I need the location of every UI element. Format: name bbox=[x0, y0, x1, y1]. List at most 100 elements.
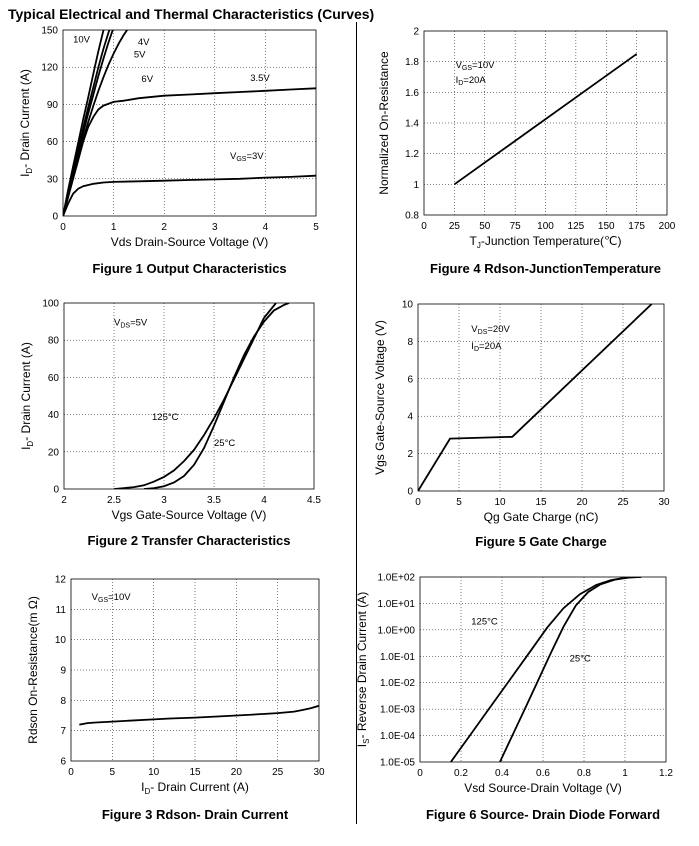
x-tick-label: 0 bbox=[417, 768, 423, 779]
x-tick-label: 3.5 bbox=[207, 495, 221, 506]
series-line-0 bbox=[418, 304, 653, 491]
y-tick-label: 1.0E-05 bbox=[380, 758, 415, 769]
y-axis-label: ID- Drain Current (A) bbox=[18, 69, 34, 177]
x-axis-label: Vgs Gate-Source Voltage (V) bbox=[112, 508, 267, 522]
x-tick-label: 1.2 bbox=[659, 768, 673, 779]
x-tick-label: 10 bbox=[494, 497, 506, 508]
x-tick-label: 30 bbox=[658, 497, 670, 508]
y-tick-label: 2 bbox=[407, 449, 413, 460]
y-tick-label: 10 bbox=[55, 635, 67, 646]
y-tick-label: 7 bbox=[60, 726, 66, 737]
y-axis-label: Normalized On-Resistance bbox=[377, 51, 391, 195]
x-tick-label: 1 bbox=[622, 768, 628, 779]
x-tick-label: 2 bbox=[161, 222, 167, 233]
y-tick-label: 0.8 bbox=[405, 211, 419, 222]
y-tick-label: 0 bbox=[53, 485, 59, 496]
chart-fig2: 2 2.5 3 3.5 4 4.5 0 20 40 60 80 100 Vgs Gate-Source … bbox=[19, 299, 321, 549]
x-tick-label: 5 bbox=[456, 497, 462, 508]
annotation-label: VGS=3V bbox=[230, 151, 264, 163]
x-tick-label: 50 bbox=[479, 221, 491, 232]
annotation-label: 4V bbox=[138, 37, 150, 48]
plot-frame bbox=[62, 29, 317, 217]
y-tick-label: 100 bbox=[42, 299, 59, 310]
y-tick-label: 8 bbox=[407, 337, 413, 348]
y-tick-label: 1.0E+02 bbox=[377, 573, 415, 584]
series-line-0 bbox=[79, 704, 319, 726]
x-tick-label: 3 bbox=[212, 222, 218, 233]
x-tick-label: 3 bbox=[161, 495, 167, 506]
y-tick-label: 1.0E-04 bbox=[380, 731, 415, 742]
annotation-label: 25°C bbox=[214, 438, 235, 449]
y-tick-label: 0 bbox=[407, 487, 413, 498]
annotation-label: 125°C bbox=[152, 412, 179, 423]
x-tick-label: 4.5 bbox=[307, 495, 321, 506]
y-tick-label: 1.0E-03 bbox=[380, 705, 415, 716]
x-tick-label: 0 bbox=[68, 767, 74, 778]
y-tick-label: 6 bbox=[60, 757, 66, 768]
y-tick-label: 2 bbox=[413, 27, 419, 38]
x-tick-label: 0.2 bbox=[454, 768, 468, 779]
chart-fig6: 0 0.2 0.4 0.6 0.8 1 1.2 1.0E-05 1.0E-04 1.0E-03 1.… bbox=[355, 573, 673, 823]
x-tick-label: 25 bbox=[449, 221, 461, 232]
y-tick-label: 1.0E+01 bbox=[377, 599, 415, 610]
column-divider bbox=[356, 22, 357, 824]
x-tick-label: 0 bbox=[60, 222, 66, 233]
y-tick-label: 80 bbox=[48, 336, 60, 347]
x-tick-label: 2 bbox=[61, 495, 67, 506]
figure-caption: Figure 2 Transfer Characteristics bbox=[87, 533, 290, 548]
x-tick-label: 25 bbox=[617, 497, 629, 508]
y-tick-label: 1.0E-02 bbox=[380, 678, 415, 689]
plot-frame bbox=[423, 30, 668, 216]
figure-caption: Figure 3 Rdson- Drain Current bbox=[102, 807, 289, 822]
y-tick-label: 120 bbox=[41, 63, 58, 74]
x-tick-label: 5 bbox=[110, 767, 116, 778]
x-tick-label: 0.4 bbox=[495, 768, 509, 779]
x-tick-label: 2.5 bbox=[107, 495, 121, 506]
annotation-label: VGS=10V bbox=[92, 592, 132, 604]
y-tick-label: 6 bbox=[407, 374, 413, 385]
plot-frame bbox=[419, 576, 667, 763]
x-axis-label: Vds Drain-Source Voltage (V) bbox=[111, 235, 268, 249]
x-tick-label: 20 bbox=[576, 497, 588, 508]
chart-fig5: 0 5 10 15 20 25 30 0 2 4 6 8 10 Qg Gate Charge (nC) Vg… bbox=[373, 300, 670, 550]
annotation-label: VGS=10V bbox=[456, 60, 496, 72]
page-title: Typical Electrical and Thermal Character… bbox=[8, 6, 375, 22]
x-tick-label: 0 bbox=[415, 497, 421, 508]
y-tick-label: 30 bbox=[47, 174, 59, 185]
annotation-label: ID=20A bbox=[471, 341, 502, 353]
y-axis-label: ID- Drain Current (A) bbox=[19, 342, 35, 450]
plot-frame bbox=[70, 578, 320, 762]
y-tick-label: 20 bbox=[48, 447, 60, 458]
y-tick-label: 4 bbox=[407, 412, 413, 423]
y-tick-label: 1.6 bbox=[405, 88, 419, 99]
y-tick-label: 40 bbox=[48, 410, 60, 421]
x-tick-label: 15 bbox=[535, 497, 547, 508]
y-tick-label: 12 bbox=[55, 575, 67, 586]
chart-fig1: 0 1 2 3 4 5 0 30 60 90 120 150 Vds Drain-Source Volt… bbox=[18, 26, 319, 277]
x-axis-label: Vsd Source-Drain Voltage (V) bbox=[464, 781, 621, 795]
y-tick-label: 10 bbox=[402, 300, 414, 311]
plot-frame bbox=[417, 303, 665, 492]
y-tick-label: 9 bbox=[60, 666, 66, 677]
series-line-0 bbox=[113, 303, 277, 489]
y-axis-label: Vgs Gate-Source Voltage (V) bbox=[373, 320, 387, 475]
x-tick-label: 175 bbox=[628, 221, 645, 232]
x-tick-label: 1 bbox=[111, 222, 117, 233]
x-tick-label: 20 bbox=[231, 767, 243, 778]
x-tick-label: 15 bbox=[189, 767, 201, 778]
x-tick-label: 100 bbox=[537, 221, 554, 232]
y-tick-label: 0 bbox=[52, 212, 58, 223]
series-line-0 bbox=[453, 53, 638, 186]
figure-caption: Figure 4 Rdson-JunctionTemperature bbox=[430, 261, 661, 276]
y-axis-label: IS- Reverse Drain Current (A) bbox=[355, 592, 371, 747]
annotation-label: VDS=5V bbox=[114, 317, 148, 329]
figure-caption: Figure 6 Source- Drain Diode Forward bbox=[426, 807, 660, 822]
x-axis-label: TJ-Junction Temperature(℃) bbox=[470, 234, 622, 250]
x-tick-label: 125 bbox=[568, 221, 585, 232]
x-tick-label: 4 bbox=[263, 222, 269, 233]
series-line-5 bbox=[63, 174, 316, 216]
annotation-label: 6V bbox=[141, 74, 153, 85]
annotation-label: 5V bbox=[134, 49, 146, 60]
series-line-0 bbox=[63, 30, 105, 216]
